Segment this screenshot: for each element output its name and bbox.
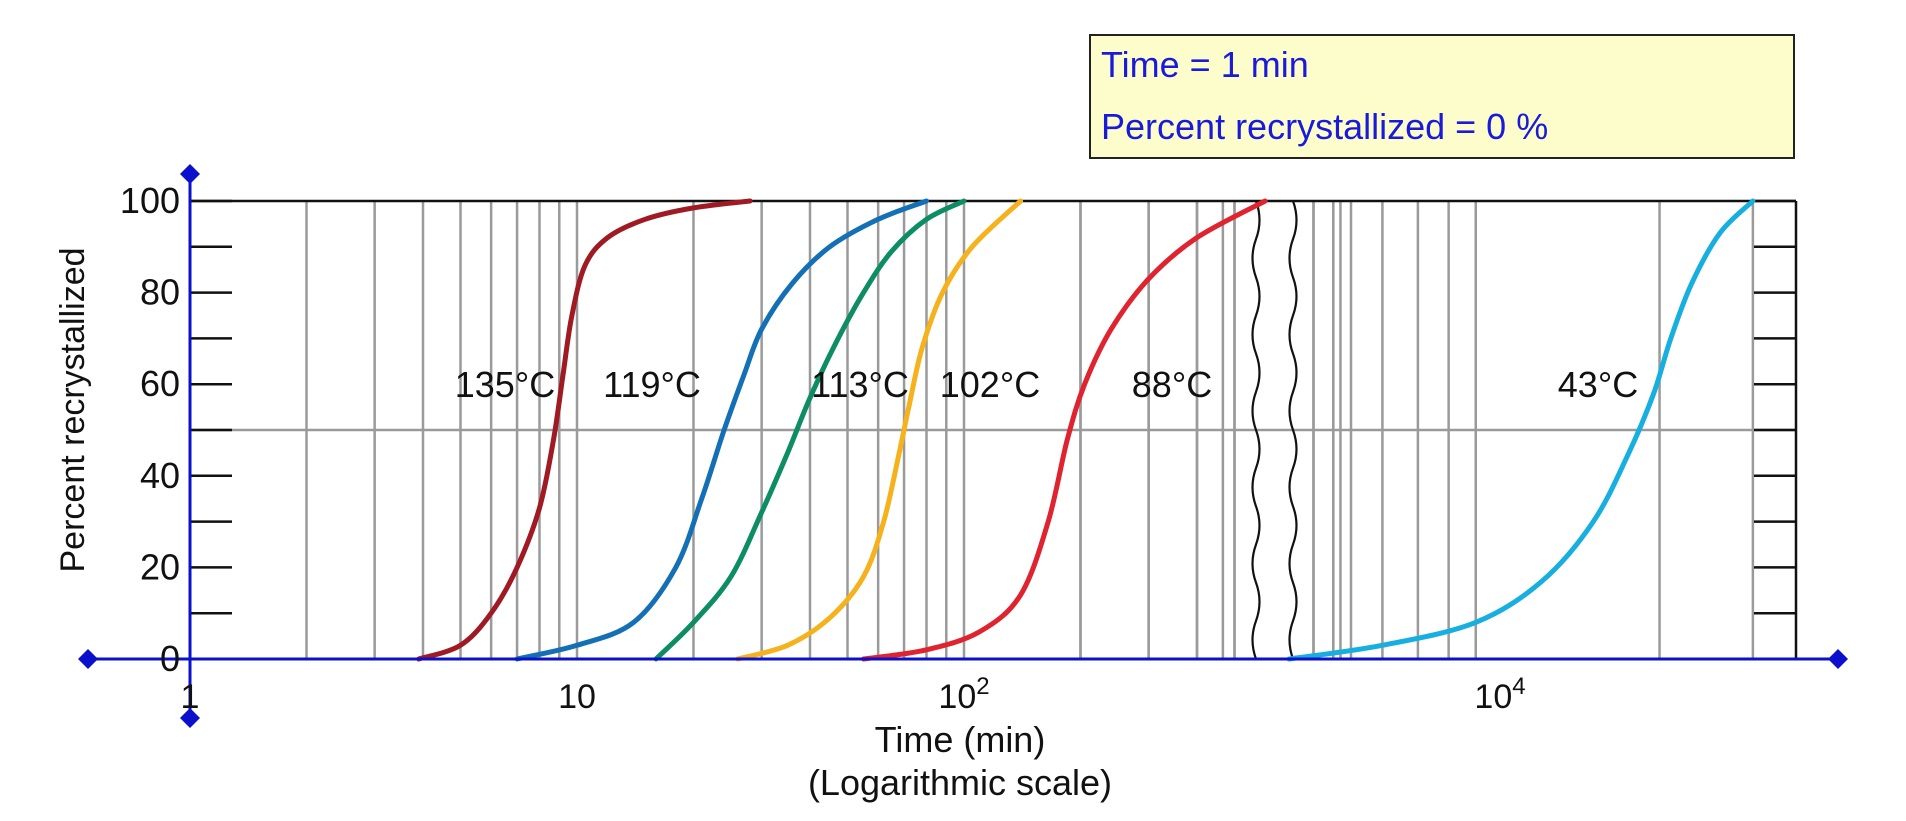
y-tick-label: 40 xyxy=(140,455,180,496)
y-tick-label: 0 xyxy=(160,638,180,679)
time-readout: Time = 1 min xyxy=(1101,40,1783,102)
curve-119c xyxy=(514,198,929,662)
curve-label: 102°C xyxy=(940,364,1040,405)
axis-end-diamond xyxy=(180,708,200,728)
curves xyxy=(416,198,1756,662)
y-tick-label: 100 xyxy=(120,180,180,221)
axis-end-diamond xyxy=(1828,649,1848,669)
curve-label: 113°C xyxy=(811,364,909,405)
x-tick-label: 1 xyxy=(181,678,200,716)
percent-readout-value: 0 xyxy=(1486,106,1507,147)
y-tick-label: 20 xyxy=(140,546,180,587)
y-tick-label: 80 xyxy=(140,272,180,313)
x-tick-label: 102 xyxy=(938,673,989,716)
time-readout-unit: min xyxy=(1240,44,1309,85)
x-axis-subtitle: (Logarithmic scale) xyxy=(808,762,1112,803)
curve-label: 43°C xyxy=(1558,364,1638,405)
curve-43c xyxy=(1286,198,1756,662)
x-tick-exponent: 2 xyxy=(976,673,989,700)
curve-label: 119°C xyxy=(603,364,701,405)
axis-end-diamond xyxy=(78,649,98,669)
axis-break-right xyxy=(1288,200,1298,660)
x-tick-exponent: 4 xyxy=(1512,673,1525,700)
x-tick-label: 10 xyxy=(558,678,596,716)
curve-label: 88°C xyxy=(1132,364,1212,405)
x-tick-base: 1 xyxy=(181,678,200,716)
x-axis-title: Time (min) xyxy=(875,719,1046,760)
time-readout-label: Time = xyxy=(1101,44,1221,85)
percent-readout-label: Percent recrystallized = xyxy=(1101,106,1487,147)
x-tick-base: 10 xyxy=(938,678,976,716)
curve-88c xyxy=(861,198,1268,662)
curve-labels: 135°C 119°C 113°C 102°C 88°C 43°C xyxy=(455,364,1638,405)
percent-readout: Percent recrystallized = 0 % xyxy=(1101,102,1783,164)
status-readout-box: Time = 1 min Percent recrystallized = 0 … xyxy=(1089,34,1795,159)
curve-label: 135°C xyxy=(455,364,555,405)
time-readout-value: 1 xyxy=(1220,44,1241,85)
x-tick-base: 10 xyxy=(1474,678,1512,716)
x-tick-label: 104 xyxy=(1474,673,1525,716)
x-tick-base: 10 xyxy=(558,678,596,716)
curve-102c xyxy=(735,198,1024,662)
axis-break-left xyxy=(1251,200,1261,660)
y-axis-title: Percent recrystallized xyxy=(54,247,92,572)
curve-135c xyxy=(416,198,753,662)
y-tick-label: 60 xyxy=(140,363,180,404)
percent-readout-unit: % xyxy=(1506,106,1549,147)
axis-end-diamond xyxy=(180,164,200,184)
curve-113c xyxy=(653,198,967,662)
plot-frame xyxy=(190,199,1798,659)
axis-break xyxy=(1251,200,1298,660)
grid-layer xyxy=(190,201,1796,659)
